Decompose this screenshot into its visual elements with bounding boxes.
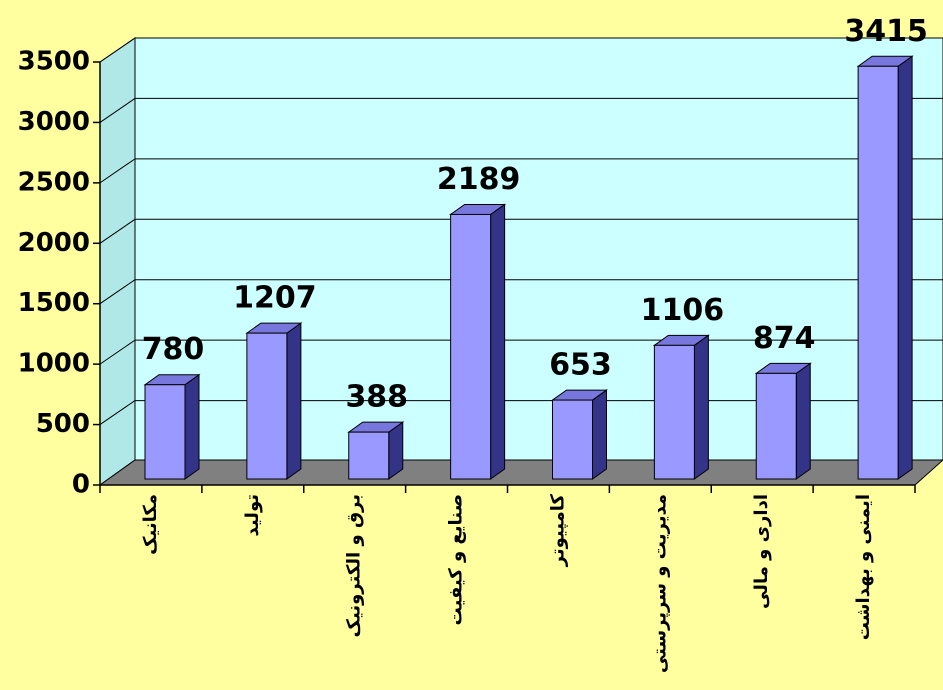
bar-side	[795, 362, 811, 480]
bar	[450, 213, 492, 480]
bar	[552, 399, 593, 480]
y-tick-label: 3500	[18, 47, 90, 77]
value-label: 1106	[641, 293, 725, 328]
x-tick-label: ایمنی و بهداشت	[853, 494, 874, 640]
bar-side	[184, 373, 200, 480]
value-label: 874	[753, 321, 816, 356]
value-label: 3415	[844, 14, 928, 49]
bar-side	[897, 55, 913, 480]
grid-line	[99, 339, 136, 365]
bar-side	[592, 389, 607, 480]
grid-line	[99, 98, 136, 123]
x-tick-label: صنایع و کیفیت	[446, 494, 467, 625]
bar	[857, 65, 899, 480]
grid-line	[99, 158, 136, 184]
x-tick-label: تولید	[242, 494, 263, 537]
y-tick-label: 3000	[18, 107, 90, 137]
y-tick-label: 1500	[18, 288, 90, 318]
value-label: 1207	[233, 281, 317, 316]
bar-side	[490, 203, 506, 480]
grid-line	[99, 218, 136, 244]
y-tick-label: 2000	[18, 228, 90, 258]
bar	[246, 332, 288, 480]
x-tick-label: کامپیوتر	[547, 493, 568, 567]
grid-line	[99, 279, 136, 305]
y-tick-label: 0	[72, 470, 90, 500]
x-tick-label: اداری و مالی	[751, 494, 772, 609]
value-label: 2189	[437, 162, 521, 197]
bar	[653, 344, 695, 480]
value-label: 653	[549, 348, 612, 383]
x-tick-label: مدیریت و سرپرستی	[649, 494, 670, 673]
y-tick-label: 500	[36, 409, 90, 439]
bar	[755, 372, 797, 480]
y-tick-label: 2500	[18, 167, 90, 197]
x-tick-label: مکانیک	[140, 494, 161, 555]
value-label: 780	[142, 332, 205, 367]
y-tick-label: 1000	[18, 349, 90, 379]
bar	[348, 431, 390, 480]
side-wall	[99, 37, 136, 486]
grid-line	[99, 400, 136, 425]
grid-line	[99, 37, 136, 63]
floor	[98, 459, 943, 486]
bar	[144, 384, 186, 480]
value-label: 388	[345, 380, 408, 415]
bar-side	[693, 334, 709, 480]
bar-side	[286, 322, 302, 480]
x-tick-label: برق و الکترونیک	[344, 494, 365, 637]
